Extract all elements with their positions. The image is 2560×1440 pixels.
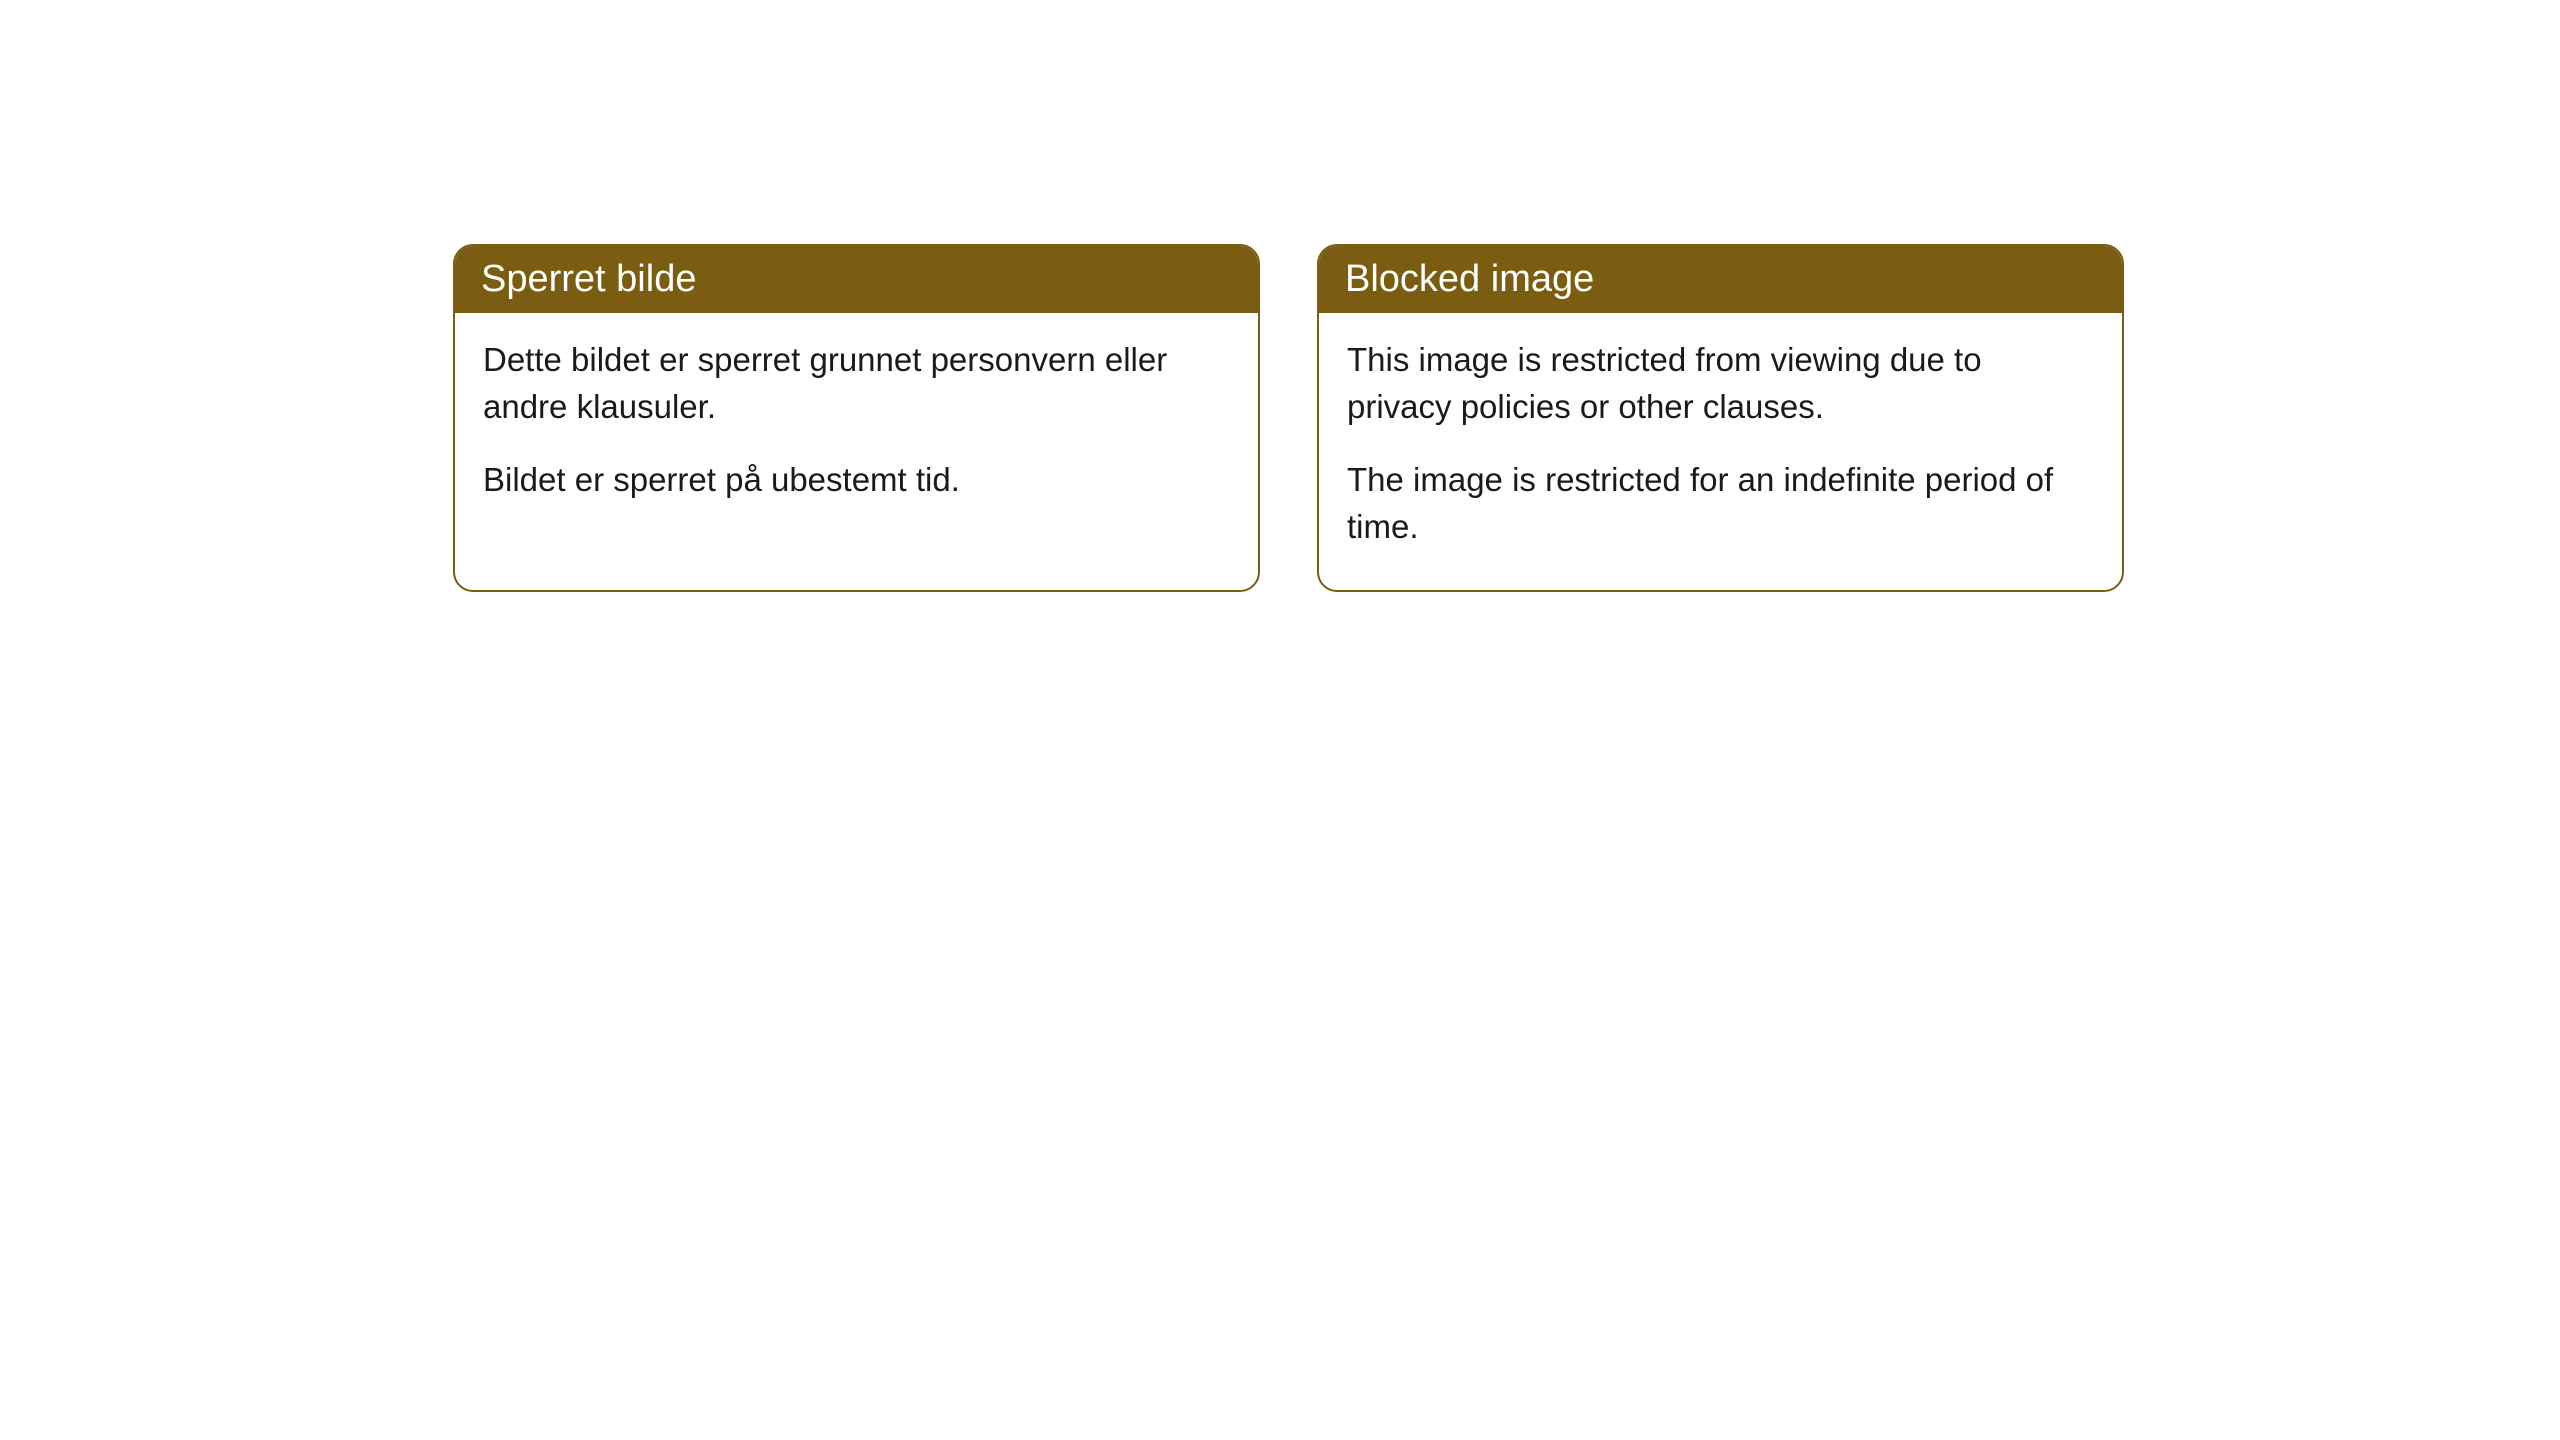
card-header: Sperret bilde <box>455 246 1258 313</box>
card-header: Blocked image <box>1319 246 2122 313</box>
card-body: This image is restricted from viewing du… <box>1319 313 2122 590</box>
card-paragraph: The image is restricted for an indefinit… <box>1347 457 2094 551</box>
cards-container: Sperret bilde Dette bildet er sperret gr… <box>453 244 2124 592</box>
card-paragraph: Bildet er sperret på ubestemt tid. <box>483 457 1230 504</box>
notice-card-norwegian: Sperret bilde Dette bildet er sperret gr… <box>453 244 1260 592</box>
notice-card-english: Blocked image This image is restricted f… <box>1317 244 2124 592</box>
card-paragraph: Dette bildet er sperret grunnet personve… <box>483 337 1230 431</box>
card-body: Dette bildet er sperret grunnet personve… <box>455 313 1258 544</box>
card-paragraph: This image is restricted from viewing du… <box>1347 337 2094 431</box>
